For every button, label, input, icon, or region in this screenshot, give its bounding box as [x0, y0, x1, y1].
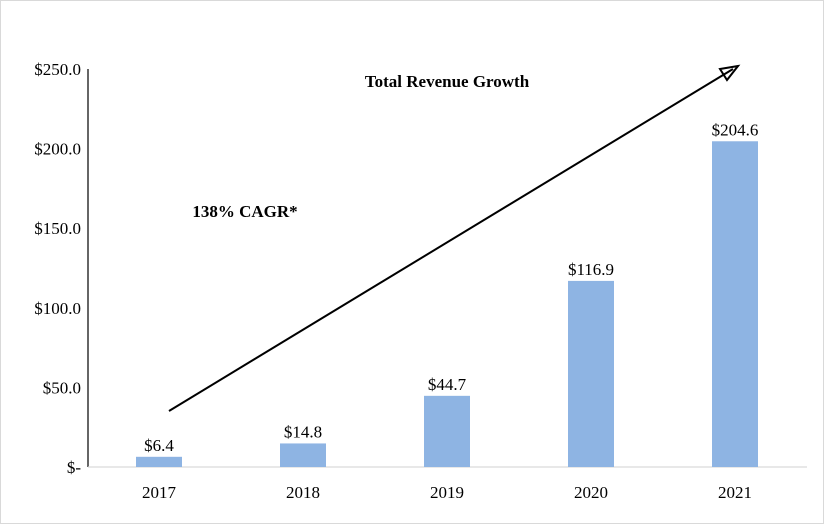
x-tick-label: 2019 [430, 483, 464, 502]
x-tick-label: 2018 [286, 483, 320, 502]
trend-arrow-line [168, 68, 734, 412]
bar-2020 [568, 280, 614, 467]
y-tick-label: $50.0 [43, 378, 81, 397]
x-tick-label: 2020 [574, 483, 608, 502]
y-tick-label: $- [67, 458, 82, 477]
y-tick-label: $200.0 [34, 140, 81, 159]
trend-arrow-head-icon [718, 64, 741, 82]
bar-2018 [280, 443, 326, 467]
x-tick-label: 2021 [718, 483, 752, 502]
y-tick-label: $250.0 [34, 60, 81, 79]
cagr-annotation: 138% CAGR* [192, 202, 297, 221]
bar-2021 [712, 141, 758, 467]
y-tick-label: $100.0 [34, 299, 81, 318]
x-tick-label: 2017 [142, 483, 177, 502]
data-label: $44.7 [428, 375, 467, 394]
chart-title: Total Revenue Growth [365, 72, 530, 91]
data-label: $116.9 [568, 260, 614, 279]
y-tick-label: $150.0 [34, 219, 81, 238]
bar-2017 [136, 456, 182, 467]
data-label: $14.8 [284, 422, 322, 441]
data-label: $204.6 [712, 120, 759, 139]
data-label: $6.4 [144, 436, 174, 455]
bar-2019 [424, 395, 470, 467]
